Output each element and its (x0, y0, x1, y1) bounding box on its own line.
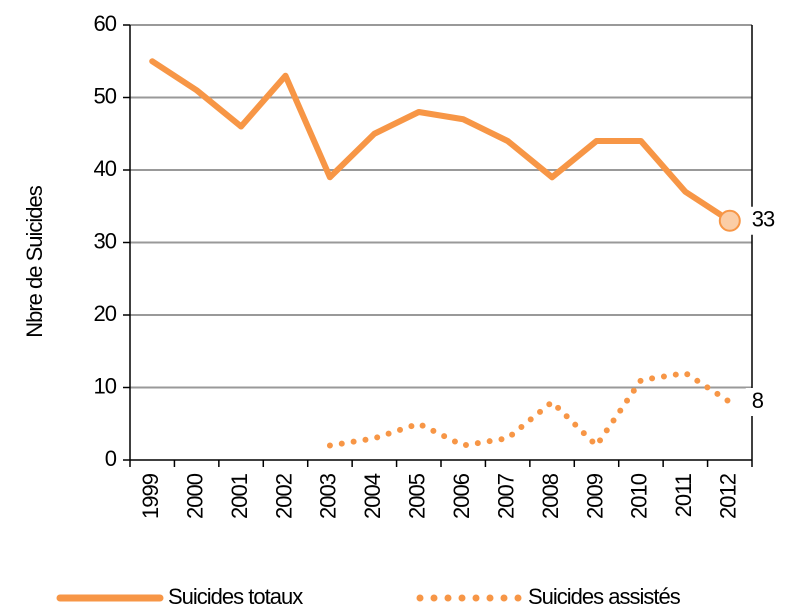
legend-label: Suicides totaux (168, 584, 303, 609)
label-bg (745, 388, 782, 416)
y-axis-label: Nbre de Suicides (22, 185, 47, 338)
series-line (326, 370, 733, 449)
y-tick-label: 0 (105, 446, 117, 471)
x-tick-label: 2005 (405, 473, 430, 519)
x-tick-label: 2002 (271, 473, 296, 519)
legend-label: Suicides assistés (528, 584, 681, 609)
y-tick-label: 20 (94, 301, 117, 326)
x-tick-label: 2011 (671, 473, 696, 517)
data-label: 8 (752, 388, 764, 413)
x-tick-label: 2001 (227, 473, 252, 519)
x-tick-label: 2012 (716, 473, 741, 519)
x-tick-label: 2009 (582, 473, 607, 519)
data-label: 33 (752, 207, 775, 232)
x-tick-label: 1999 (138, 473, 163, 519)
y-tick-label: 40 (94, 156, 117, 181)
x-tick-label: 2007 (493, 473, 518, 519)
y-tick-label: 30 (94, 228, 117, 253)
y-tick-label: 60 (94, 11, 117, 36)
x-tick-label: 2000 (182, 473, 207, 519)
x-tick-label: 2008 (538, 473, 563, 519)
x-tick-label: 2006 (449, 473, 474, 519)
y-tick-label: 10 (94, 373, 117, 398)
label-bg (745, 206, 782, 235)
x-tick-label: 2003 (316, 473, 341, 519)
x-tick-label: 2004 (360, 473, 385, 519)
y-tick-label: 50 (94, 83, 117, 108)
series-line (149, 58, 733, 224)
x-tick-label: 2010 (627, 473, 652, 519)
end-marker (718, 209, 741, 232)
